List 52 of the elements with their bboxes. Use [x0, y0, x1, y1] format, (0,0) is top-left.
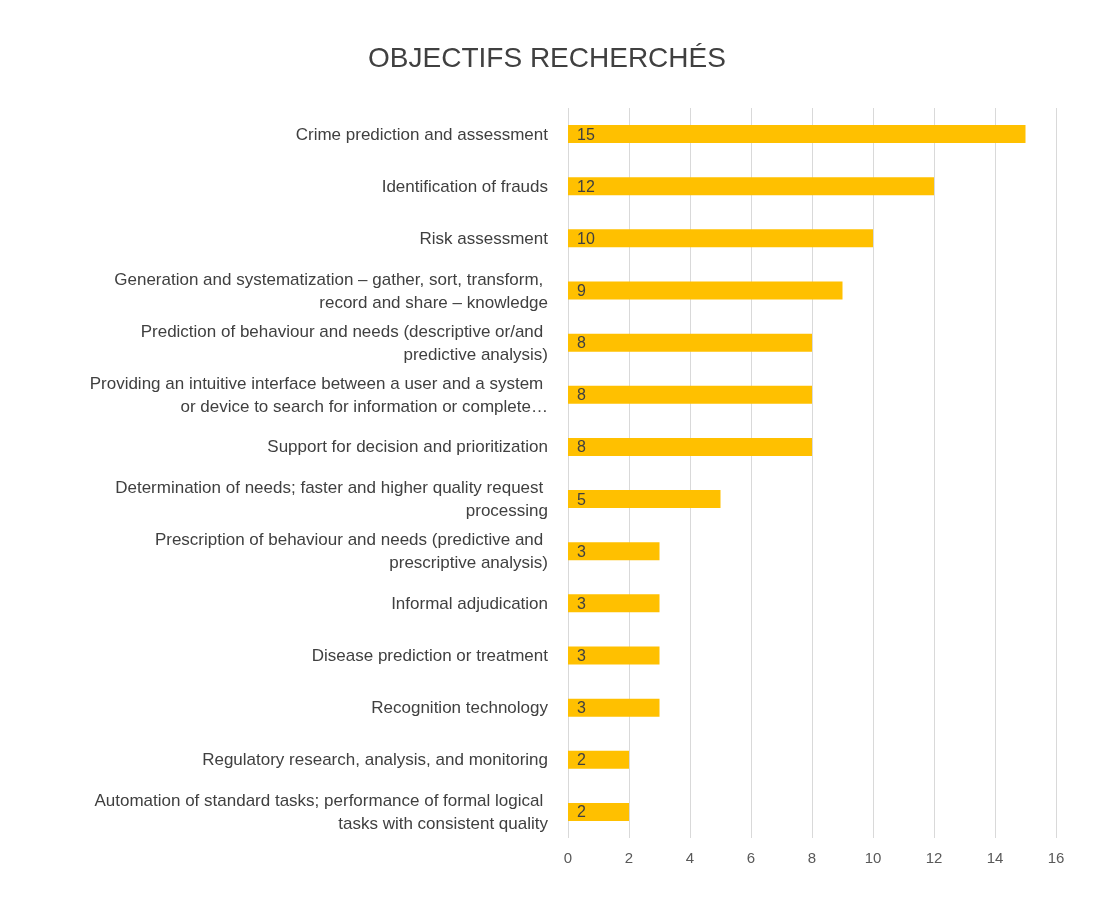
- y-tick-label: Informal adjudication: [391, 593, 548, 613]
- bar: [568, 698, 660, 717]
- data-label: 3: [577, 699, 586, 717]
- data-label: 2: [577, 751, 586, 769]
- x-tick-label: 12: [925, 849, 943, 866]
- bar: [568, 750, 629, 769]
- data-label: 9: [577, 282, 586, 299]
- y-tick-label: Determination of needs; faster and higher quality request processing: [115, 478, 548, 521]
- y-tick-label: Risk assessment: [419, 228, 549, 248]
- data-label: 3: [577, 542, 586, 560]
- bar: [568, 542, 660, 561]
- bar: [568, 229, 873, 248]
- data-label: 15: [577, 125, 595, 143]
- y-tick-label: Providing an intuitive interface between a user and a system or device to search for information or complete…: [89, 373, 548, 416]
- data-label: 10: [577, 229, 595, 247]
- x-tick-label: 14: [986, 849, 1004, 866]
- y-tick-label: Disease prediction or treatment: [311, 646, 549, 665]
- x-tick-label: 2: [624, 849, 634, 866]
- y-tick-label: Prediction of behaviour and needs (descriptive or/and predictive analysis): [140, 321, 548, 364]
- bar: [568, 802, 629, 821]
- chart-title: OBJECTIFS RECHERCHÉS: [368, 41, 726, 73]
- y-tick-label: Recognition technology: [371, 698, 549, 718]
- x-tick-label: 10: [864, 849, 882, 866]
- bar: [568, 177, 934, 196]
- data-label: 5: [577, 490, 586, 508]
- bar: [568, 437, 812, 456]
- y-tick-label: Support for decision and prioritization: [267, 437, 548, 457]
- x-tick-label: 6: [746, 849, 756, 866]
- x-tick-label: 4: [685, 849, 695, 866]
- data-label: 2: [577, 803, 586, 821]
- data-label: 8: [577, 438, 586, 456]
- y-tick-label: Regulatory research, analysis, and monitoring: [202, 750, 548, 770]
- y-tick-label: Crime prediction and assessment: [295, 124, 549, 144]
- data-label: 3: [577, 594, 586, 612]
- y-tick-label: Identification of frauds: [381, 176, 548, 196]
- bar: [568, 125, 1026, 144]
- data-label: 3: [577, 647, 586, 664]
- x-tick-label: 16: [1047, 849, 1065, 866]
- bar: [568, 385, 812, 404]
- data-label: 12: [577, 177, 595, 195]
- bar: [568, 281, 843, 300]
- bar: [568, 594, 660, 613]
- y-tick-label: Prescription of behaviour and needs (predictive and prescriptive analysis): [154, 530, 548, 573]
- y-tick-label: Automation of standard tasks; performance of formal logical tasks with consistent quality: [94, 790, 549, 833]
- x-tick-label: 0: [563, 849, 573, 866]
- data-label: 8: [577, 386, 586, 404]
- bar: [568, 490, 721, 509]
- x-tick-label: 8: [807, 849, 817, 866]
- bar: [568, 333, 812, 352]
- y-tick-label: Generation and systematization – gather, sort, transform, record and share – knowledge: [114, 269, 548, 312]
- bar: [568, 646, 660, 665]
- data-label: 8: [577, 334, 586, 352]
